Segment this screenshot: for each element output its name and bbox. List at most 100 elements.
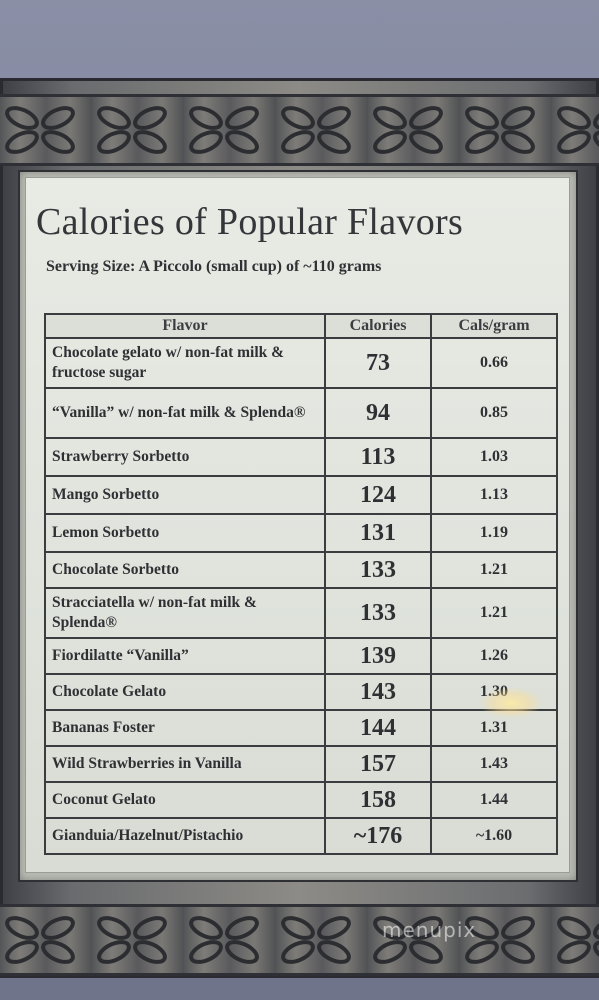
ornament-petal — [593, 106, 599, 130]
ornament-petal — [317, 916, 351, 940]
flavor-cell: Stracciatella w/ non-fat milk & Splenda® — [44, 587, 326, 639]
table-row: Strawberry Sorbetto 113 1.03 — [44, 437, 558, 477]
ornament-petal — [133, 940, 167, 964]
ornament-petal — [465, 130, 499, 154]
ornament-petal — [557, 940, 591, 964]
table-row: Bananas Foster 144 1.31 — [44, 709, 558, 747]
calories-cell: 158 — [324, 781, 432, 819]
ornament-petal — [225, 106, 259, 130]
ornament-motif — [281, 106, 351, 154]
frame-ornament-top — [0, 94, 599, 166]
ornament-petal — [41, 916, 75, 940]
flavor-cell: Chocolate Gelato — [44, 673, 326, 711]
calories-cell: 144 — [324, 709, 432, 747]
flavor-cell: Chocolate gelato w/ non-fat milk & fruct… — [44, 337, 326, 389]
table-row: Chocolate Sorbetto 133 1.21 — [44, 551, 558, 589]
ornament-petal — [373, 130, 407, 154]
cals-per-gram-cell: 1.03 — [430, 437, 558, 477]
ornament-petal — [465, 916, 499, 940]
ornament-motif — [281, 916, 351, 964]
column-header-calories: Calories — [324, 313, 432, 339]
table-row: Chocolate Gelato 143 1.30 — [44, 673, 558, 711]
ornament-motif — [465, 106, 535, 154]
table-row: Mango Sorbetto 124 1.13 — [44, 475, 558, 515]
ornament-petal — [557, 916, 591, 940]
ornament-petal — [133, 916, 167, 940]
calories-cell: 133 — [324, 551, 432, 589]
ornament-petal — [225, 916, 259, 940]
ornament-petal — [225, 130, 259, 154]
ornament-petal — [557, 130, 591, 154]
calories-cell: 157 — [324, 745, 432, 783]
flavor-cell: Wild Strawberries in Vanilla — [44, 745, 326, 783]
cals-per-gram-cell: 1.13 — [430, 475, 558, 515]
ornament-petal — [189, 940, 223, 964]
ornament-petal — [409, 130, 443, 154]
flavor-cell: Fiordilatte “Vanilla” — [44, 637, 326, 675]
ornament-petal — [281, 106, 315, 130]
flavor-cell: “Vanilla” w/ non-fat milk & Splenda® — [44, 387, 326, 439]
flavor-cell: Coconut Gelato — [44, 781, 326, 819]
card-subtitle: Serving Size: A Piccolo (small cup) of ~… — [46, 258, 382, 275]
ornament-petal — [189, 916, 223, 940]
cals-per-gram-cell: ~1.60 — [430, 817, 558, 855]
watermark-text: menupix — [382, 918, 477, 942]
ornament-petal — [97, 916, 131, 940]
table-row: Fiordilatte “Vanilla” 139 1.26 — [44, 637, 558, 675]
ornament-motif — [465, 916, 535, 964]
picture-frame: Calories of Popular Flavors Serving Size… — [0, 78, 599, 978]
calories-cell: 113 — [324, 437, 432, 477]
ornament-motif — [5, 916, 75, 964]
ornament-petal — [5, 940, 39, 964]
ornament-petal — [281, 130, 315, 154]
ornament-petal — [557, 106, 591, 130]
ornament-petal — [97, 106, 131, 130]
cals-per-gram-cell: 1.30 — [430, 673, 558, 711]
table-row: Wild Strawberries in Vanilla 157 1.43 — [44, 745, 558, 783]
ornament-petal — [41, 940, 75, 964]
ornament-petal — [373, 106, 407, 130]
ornament-petal — [5, 130, 39, 154]
frame-mat: Calories of Popular Flavors Serving Size… — [18, 170, 578, 882]
table-row: Gianduia/Hazelnut/Pistachio ~176 ~1.60 — [44, 817, 558, 855]
ornament-petal — [409, 940, 443, 964]
ornament-motif — [97, 916, 167, 964]
ornament-petal — [501, 106, 535, 130]
ornament-petal — [501, 940, 535, 964]
flavor-cell: Chocolate Sorbetto — [44, 551, 326, 589]
ornament-petal — [593, 940, 599, 964]
frame-ornament-bottom — [0, 904, 599, 976]
calories-cell: 133 — [324, 587, 432, 639]
cals-per-gram-cell: 0.85 — [430, 387, 558, 439]
ornament-motif — [373, 106, 443, 154]
ornament-motif — [5, 106, 75, 154]
ornament-motif — [189, 916, 259, 964]
ornament-petal — [593, 130, 599, 154]
calories-cell: ~176 — [324, 817, 432, 855]
card-title: Calories of Popular Flavors — [36, 201, 464, 243]
ornament-petal — [409, 916, 443, 940]
calories-cell: 94 — [324, 387, 432, 439]
ornament-petal — [133, 130, 167, 154]
ornament-petal — [41, 130, 75, 154]
calories-cell: 139 — [324, 637, 432, 675]
calories-cell: 124 — [324, 475, 432, 515]
ornament-petal — [281, 940, 315, 964]
ornament-petal — [501, 916, 535, 940]
calories-cell: 73 — [324, 337, 432, 389]
cals-per-gram-cell: 1.19 — [430, 513, 558, 553]
frame-ornament-pattern — [5, 106, 599, 154]
ornament-motif — [373, 916, 443, 964]
cals-per-gram-cell: 1.43 — [430, 745, 558, 783]
flavor-cell: Strawberry Sorbetto — [44, 437, 326, 477]
flavor-cell: Bananas Foster — [44, 709, 326, 747]
ornament-petal — [373, 940, 407, 964]
ornament-petal — [97, 130, 131, 154]
table-row: Coconut Gelato 158 1.44 — [44, 781, 558, 819]
ornament-motif — [557, 916, 599, 964]
nutrition-card: Calories of Popular Flavors Serving Size… — [26, 178, 569, 872]
ornament-petal — [373, 916, 407, 940]
ornament-petal — [317, 940, 351, 964]
cals-per-gram-cell: 1.26 — [430, 637, 558, 675]
table-row: Chocolate gelato w/ non-fat milk & fruct… — [44, 337, 558, 389]
